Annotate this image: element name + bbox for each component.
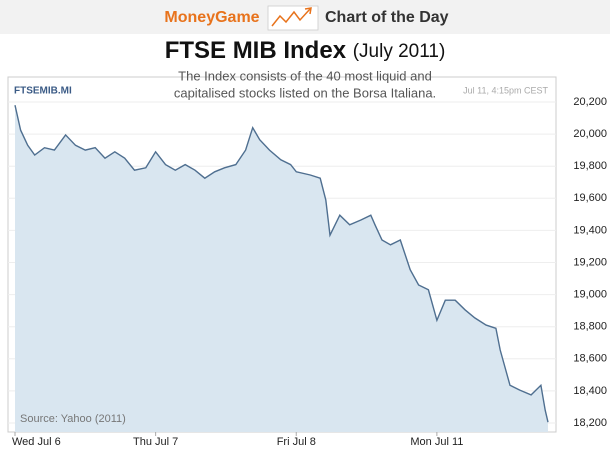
y-tick-label: 18,600: [573, 353, 607, 365]
ticker: FTSEMIB.MI: [14, 86, 72, 97]
y-tick-label: 20,000: [573, 128, 607, 140]
line: [14, 105, 549, 423]
y-tick-label: 19,000: [573, 289, 607, 301]
x-tick-label: Wed Jul 6: [12, 436, 61, 448]
brand: MoneyGame: [164, 9, 259, 26]
brand-icon: [267, 5, 319, 31]
header-label: Chart of the Day: [325, 9, 449, 26]
y-tick-label: 19,600: [573, 192, 607, 204]
plot: [8, 101, 556, 432]
timestamp: Jul 11, 4:15pm CEST: [463, 85, 548, 95]
y-tick-label: 18,800: [573, 321, 607, 333]
subtitle-line: The Index consists of the 40 most liquid…: [178, 68, 432, 83]
title-main: FTSE MIB Index: [165, 37, 347, 64]
area-fill: [15, 105, 548, 432]
title-note: (July 2011): [353, 41, 446, 62]
x-tick-label: Fri Jul 8: [277, 436, 316, 448]
y-tick-label: 18,200: [573, 417, 607, 429]
y-tick-label: 19,400: [573, 224, 607, 236]
x-tick-label: Mon Jul 11: [410, 436, 463, 448]
y-tick-label: 20,200: [573, 96, 607, 108]
x-tick-label: Thu Jul 7: [133, 436, 178, 448]
chart-title: FTSE MIB Index (July 2011): [165, 37, 446, 64]
y-tick-label: 19,800: [573, 160, 607, 172]
y-tick-label: 19,200: [573, 256, 607, 268]
y-tick-label: 18,400: [573, 385, 607, 397]
source: Source: Yahoo (2011): [20, 413, 126, 425]
subtitle-line: capitalised stocks listed on the Borsa I…: [174, 85, 436, 100]
